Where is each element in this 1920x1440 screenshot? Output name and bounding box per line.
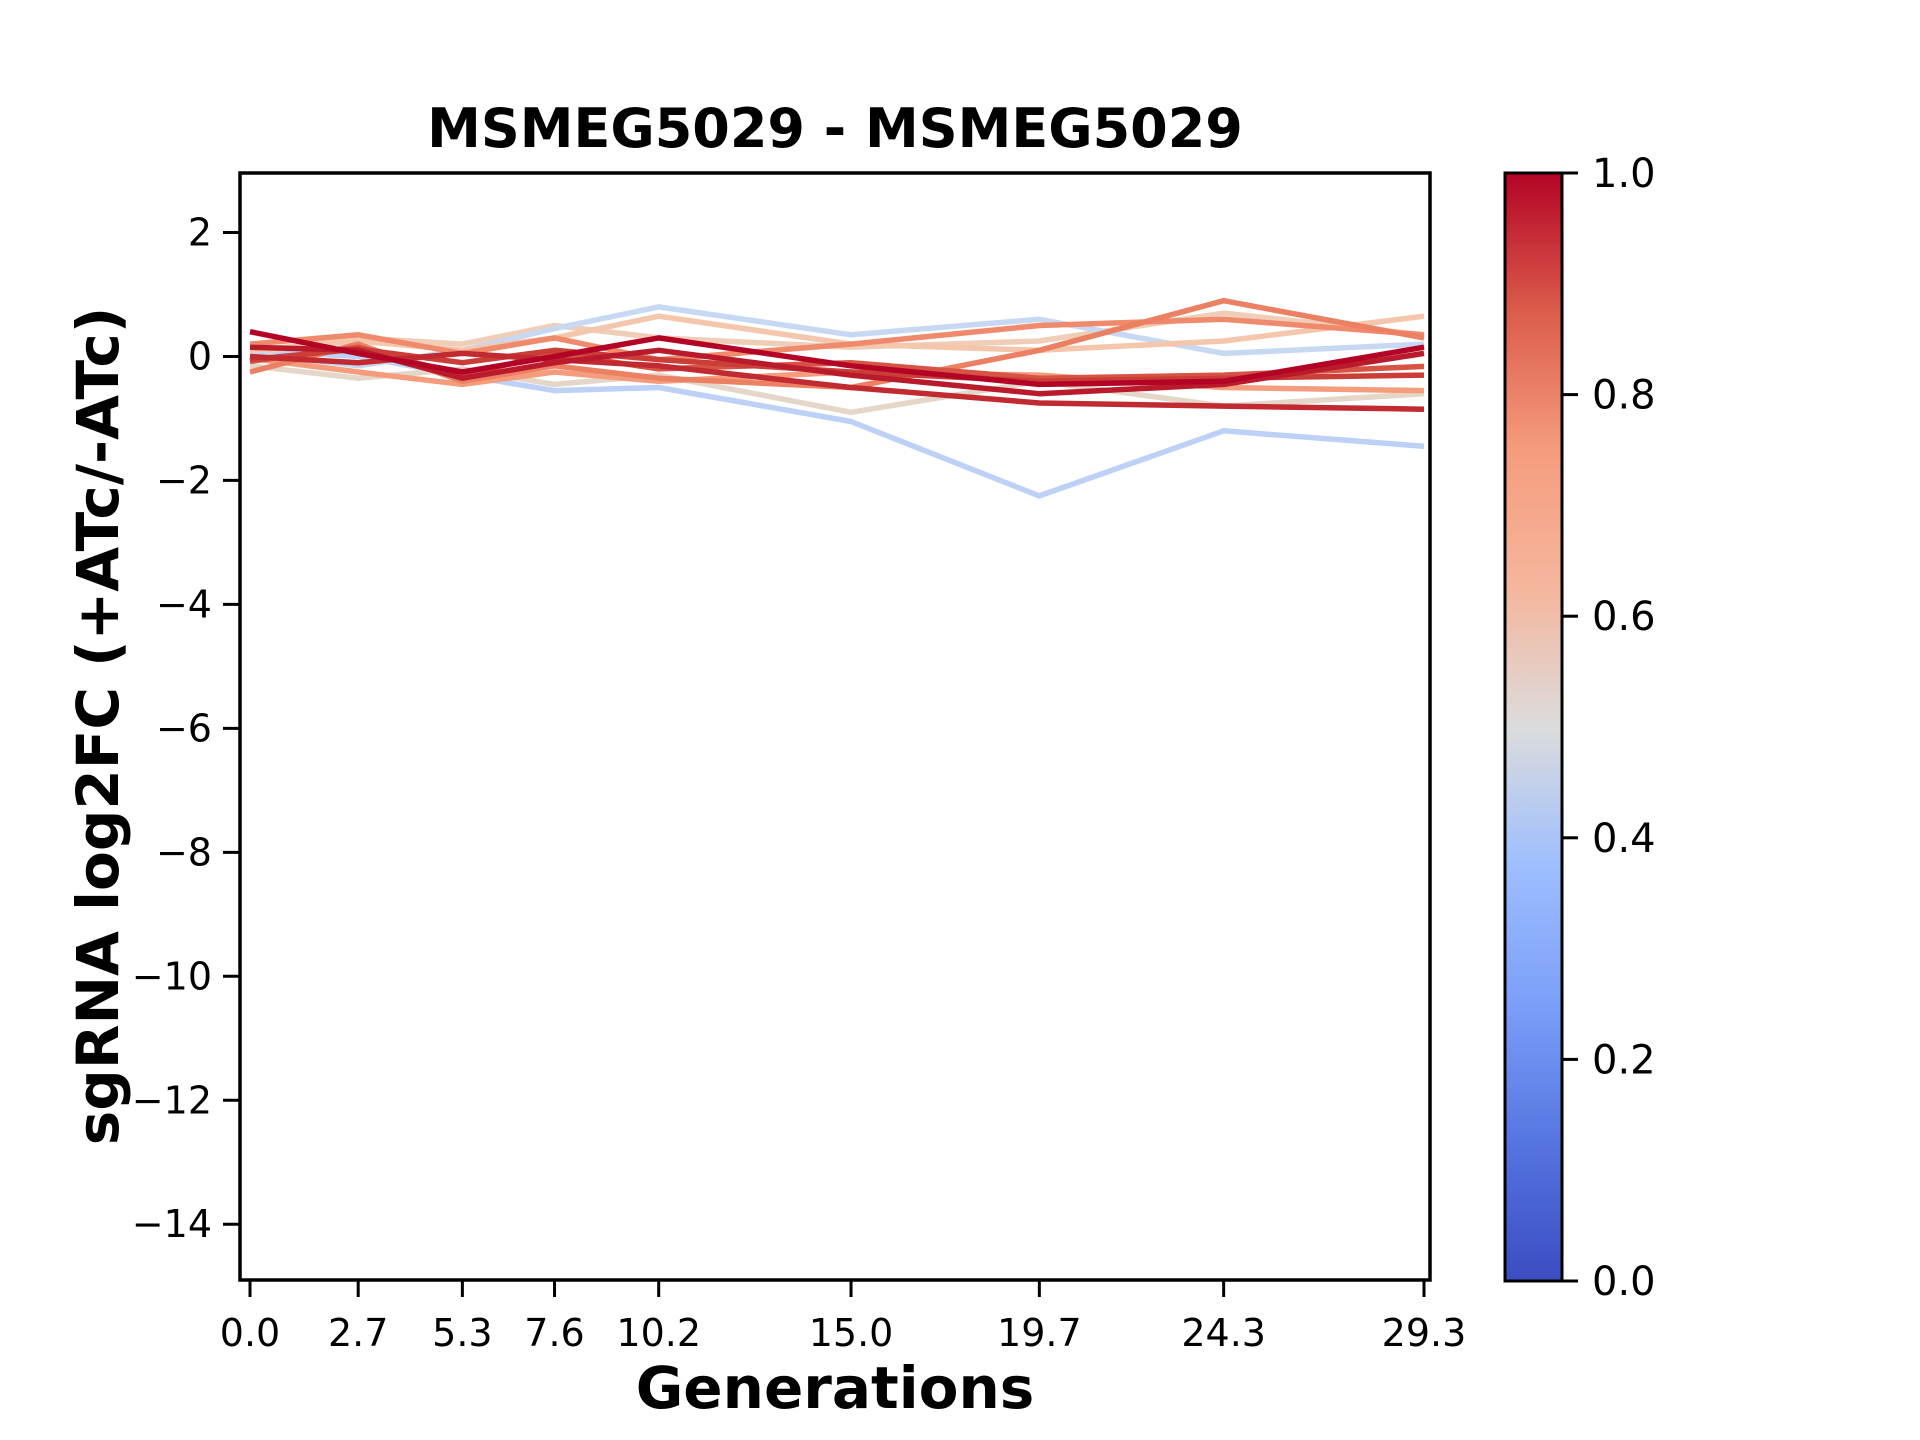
x-tick-label: 2.7 bbox=[328, 1311, 388, 1355]
colorbar-tick-label: 0.8 bbox=[1592, 373, 1656, 419]
y-axis-label: sgRNA log2FC (+ATc/-ATc) bbox=[64, 307, 132, 1145]
x-axis-label: Generations bbox=[636, 1354, 1035, 1422]
x-tick-label: 15.0 bbox=[809, 1311, 894, 1355]
y-tick-label: −12 bbox=[132, 1078, 212, 1122]
x-tick-label: 10.2 bbox=[616, 1311, 701, 1355]
plot-border bbox=[238, 171, 1432, 1282]
colorbar-tick-label: 0.6 bbox=[1592, 594, 1656, 640]
x-tick-label: 5.3 bbox=[432, 1311, 492, 1355]
series-line-sgRNA-darkred-1 bbox=[249, 329, 1425, 388]
x-tick-label: 29.3 bbox=[1382, 1311, 1467, 1355]
colorbar-tick-label: 0.0 bbox=[1592, 1259, 1656, 1305]
y-tick-label: 0 bbox=[188, 334, 212, 378]
y-tick-label: −10 bbox=[132, 954, 212, 998]
y-axis: 2 0 −2 −4 −6 −8 −10 −12 −14 bbox=[132, 211, 240, 1246]
colorbar-tick-label: 1.0 bbox=[1592, 151, 1656, 197]
colorbar-axis: 0.0 0.2 0.4 0.6 0.8 1.0 bbox=[1562, 151, 1656, 1305]
colorbar-tick-label: 0.4 bbox=[1592, 816, 1656, 862]
y-tick-label: −8 bbox=[156, 830, 212, 874]
colorbar bbox=[1503, 171, 1564, 1283]
colorbar-tick-label: 0.2 bbox=[1592, 1037, 1656, 1083]
chart-title: MSMEG5029 - MSMEG5029 bbox=[427, 97, 1243, 160]
series-line-sgRNA-peach-high bbox=[249, 313, 1425, 354]
y-tick-label: −14 bbox=[132, 1202, 212, 1246]
x-tick-label: 24.3 bbox=[1181, 1311, 1266, 1355]
series-line-sgRNA-darkred-4 bbox=[249, 346, 1425, 385]
series-line-sgRNA-red-medium bbox=[249, 344, 1425, 381]
y-tick-label: 2 bbox=[188, 211, 212, 255]
y-tick-label: −6 bbox=[156, 706, 212, 750]
y-tick-label: −2 bbox=[156, 458, 212, 502]
x-tick-label: 0.0 bbox=[220, 1311, 280, 1355]
series-lines bbox=[249, 297, 1425, 499]
x-tick-label: 19.7 bbox=[997, 1311, 1082, 1355]
x-tick-label: 7.6 bbox=[524, 1311, 584, 1355]
x-axis: 0.0 2.7 5.3 7.6 10.2 15.0 19.7 24.3 29.3 bbox=[220, 1280, 1466, 1355]
y-tick-label: −4 bbox=[156, 582, 212, 626]
